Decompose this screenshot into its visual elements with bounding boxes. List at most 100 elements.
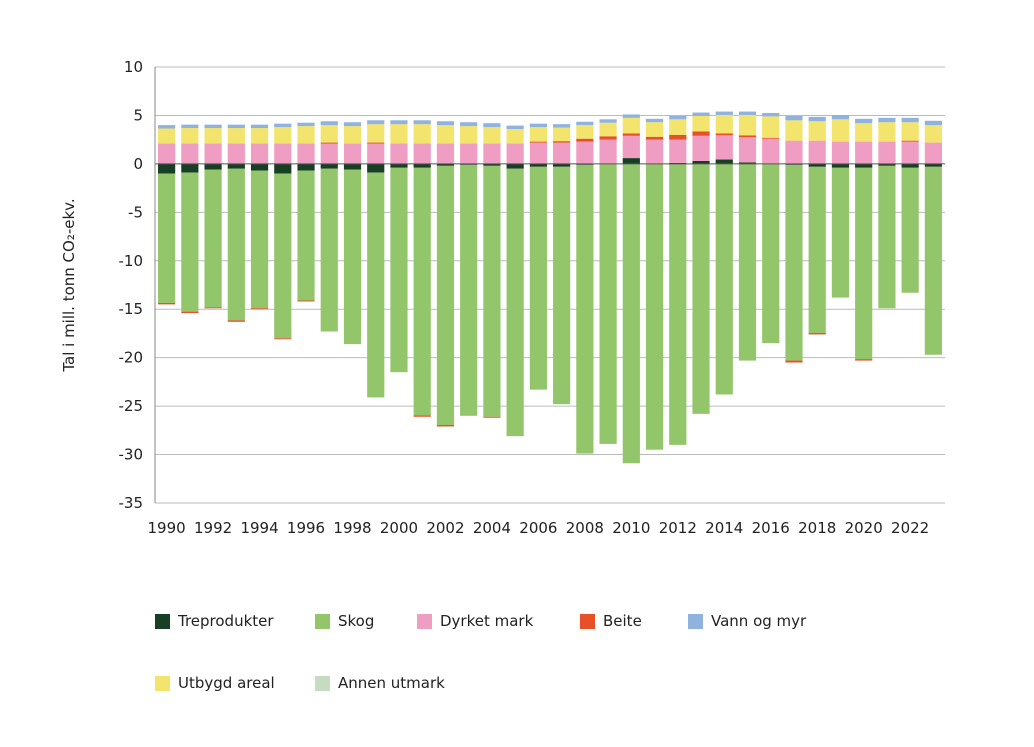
bar-segment-utbygd-areal	[343, 126, 362, 144]
bar-segment-vann-og-myr	[808, 116, 826, 122]
bar-segment-utbygd-areal	[297, 126, 315, 144]
bar-segment-beite	[808, 332, 826, 335]
bar-segment-vann-og-myr	[669, 115, 687, 120]
bar-segment-skog	[855, 167, 873, 360]
x-tick-label: 2000	[380, 519, 418, 537]
bar-segment-skog	[297, 170, 315, 301]
bar-segment-vann-og-myr	[227, 124, 245, 129]
bar-segment-skog	[158, 173, 176, 303]
bar-segment-vann-og-myr	[645, 118, 664, 123]
bar-segment-beite	[855, 359, 873, 361]
bar-segment-dyrket-mark	[831, 141, 850, 164]
bar-segment-utbygd-areal	[878, 122, 896, 142]
bar-segment-dyrket-mark	[901, 141, 919, 164]
bar-segment-treprodukter	[924, 163, 942, 167]
bar-segment-utbygd-areal	[181, 128, 199, 144]
bar-segment-dyrket-mark	[669, 139, 687, 163]
bar-segment-vann-og-myr	[855, 118, 873, 124]
bar-segment-utbygd-areal	[436, 125, 455, 144]
bar-segment-dyrket-mark	[181, 143, 199, 164]
bar-segment-vann-og-myr	[483, 123, 501, 128]
bar-segment-skog	[738, 163, 757, 361]
legend-label: Vann og myr	[711, 612, 807, 630]
bar-segment-beite	[645, 136, 664, 140]
bar-segment-skog	[692, 163, 710, 414]
bar-segment-utbygd-areal	[553, 127, 571, 142]
bar-segment-treprodukter	[483, 163, 501, 166]
bar-segment-utbygd-areal	[808, 121, 826, 141]
bar-segment-dyrket-mark	[529, 142, 547, 164]
bar-segment-dyrket-mark	[855, 141, 873, 164]
bar-segment-vann-og-myr	[715, 111, 733, 115]
bar-segment-skog	[506, 168, 524, 437]
bar-segment-beite	[738, 135, 757, 138]
bar-segment-utbygd-areal	[715, 114, 733, 134]
bar-segment-dyrket-mark	[158, 143, 176, 164]
x-tick-label: 1992	[194, 519, 232, 537]
bar-segment-vann-og-myr	[460, 122, 478, 127]
x-tick-label: 1998	[333, 519, 371, 537]
y-tick-label: -25	[119, 397, 144, 415]
legend-swatch	[417, 613, 432, 629]
bar-segment-skog	[669, 163, 687, 445]
bar-segment-dyrket-mark	[924, 142, 942, 164]
bar-segment-treprodukter	[343, 163, 362, 170]
bar-segment-beite	[274, 338, 292, 340]
bar-segment-beite	[181, 311, 199, 314]
bar-segment-utbygd-areal	[785, 120, 803, 141]
y-tick-label: -30	[119, 446, 144, 464]
bar-segment-skog	[367, 172, 385, 398]
bar-segment-utbygd-areal	[483, 127, 501, 144]
bar-segment-vann-og-myr	[878, 117, 896, 123]
bar-segment-skog	[483, 165, 501, 417]
bar-segment-vann-og-myr	[413, 120, 431, 125]
bar-segment-dyrket-mark	[320, 143, 338, 164]
x-tick-label: 2014	[705, 519, 743, 537]
legend-swatch	[315, 613, 330, 629]
bar-segment-treprodukter	[436, 163, 455, 166]
bar-segment-utbygd-areal	[460, 126, 478, 144]
bar-segment-skog	[599, 163, 617, 444]
bar-segment-treprodukter	[901, 163, 919, 168]
bar-segment-dyrket-mark	[274, 143, 292, 164]
bar-segment-beite	[553, 141, 571, 143]
bar-segment-treprodukter	[227, 163, 245, 169]
bar-segment-beite	[367, 142, 385, 144]
bar-segment-beite	[762, 137, 780, 139]
bar-segment-dyrket-mark	[692, 135, 710, 161]
legend-item: Treprodukter	[155, 612, 274, 630]
bar-segment-beite	[436, 425, 455, 427]
bar-segment-beite	[483, 416, 501, 418]
bar-segment-dyrket-mark	[785, 140, 803, 164]
y-tick-label: -35	[119, 494, 144, 512]
bar-segment-treprodukter	[274, 163, 292, 174]
bar-segment-utbygd-areal	[924, 125, 942, 143]
bar-segment-dyrket-mark	[808, 140, 826, 164]
bar-segment-skog	[645, 163, 664, 450]
bar-segment-treprodukter	[297, 163, 315, 171]
x-tick-label: 2012	[659, 519, 697, 537]
bar-segment-dyrket-mark	[553, 142, 571, 164]
bar-segment-vann-og-myr	[901, 117, 919, 123]
y-axis-label: Tal i mill. tonn CO₂-ekv.	[60, 198, 78, 372]
bar-segment-dyrket-mark	[483, 143, 501, 164]
bar-segment-treprodukter	[831, 163, 850, 168]
gridlines	[155, 66, 945, 504]
bar-segment-treprodukter	[413, 163, 431, 168]
legend-swatch	[155, 675, 170, 691]
legend-label: Annen utmark	[338, 674, 445, 692]
legend-label: Treprodukter	[178, 612, 274, 630]
bar-segment-treprodukter	[506, 163, 524, 169]
x-tick-label: 1994	[240, 519, 278, 537]
bar-segment-utbygd-areal	[669, 119, 687, 135]
legend-label: Skog	[338, 612, 375, 630]
y-tick-label: -5	[128, 203, 143, 221]
bar-segment-utbygd-areal	[158, 128, 176, 144]
bar-segment-vann-og-myr	[343, 122, 362, 127]
bar-segment-treprodukter	[181, 163, 199, 173]
y-tick-label: 0	[133, 155, 143, 173]
bar-segment-skog	[529, 166, 547, 390]
legend-swatch	[315, 675, 330, 691]
bar-segment-beite	[576, 138, 594, 142]
